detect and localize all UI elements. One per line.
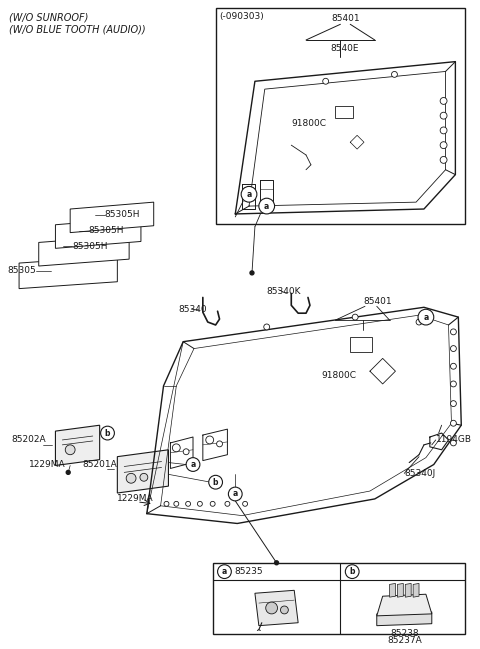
Circle shape xyxy=(450,363,456,369)
Circle shape xyxy=(440,97,447,104)
Circle shape xyxy=(217,565,231,578)
Circle shape xyxy=(140,473,148,481)
Circle shape xyxy=(280,606,288,614)
Text: 85401: 85401 xyxy=(331,14,360,23)
Circle shape xyxy=(209,475,223,489)
Text: b: b xyxy=(105,428,110,437)
Bar xyxy=(350,337,372,352)
Circle shape xyxy=(225,502,230,506)
Circle shape xyxy=(440,112,447,119)
Circle shape xyxy=(450,400,456,406)
Text: a: a xyxy=(246,190,252,199)
Polygon shape xyxy=(39,236,129,266)
Text: 85238: 85238 xyxy=(390,629,419,637)
Circle shape xyxy=(450,421,456,426)
Polygon shape xyxy=(117,450,168,493)
Text: 1229MA: 1229MA xyxy=(29,459,66,469)
Circle shape xyxy=(275,561,278,565)
Circle shape xyxy=(172,444,180,452)
Circle shape xyxy=(440,156,447,164)
Circle shape xyxy=(418,310,434,325)
Text: 85401: 85401 xyxy=(363,297,392,306)
Text: 91800C: 91800C xyxy=(322,371,357,380)
Bar xyxy=(216,8,465,224)
Text: 85305H: 85305H xyxy=(105,210,140,219)
Circle shape xyxy=(126,473,136,484)
Polygon shape xyxy=(390,583,396,597)
Text: 85340J: 85340J xyxy=(404,469,435,478)
Circle shape xyxy=(186,502,191,506)
Text: 8540E: 8540E xyxy=(331,44,359,53)
Text: (-090303): (-090303) xyxy=(219,12,264,21)
Circle shape xyxy=(352,314,358,320)
Circle shape xyxy=(228,487,242,501)
Circle shape xyxy=(210,502,215,506)
Text: 1194GB: 1194GB xyxy=(436,435,472,444)
Text: (W/O SUNROOF): (W/O SUNROOF) xyxy=(9,12,89,23)
Text: 85305: 85305 xyxy=(7,267,36,275)
Text: a: a xyxy=(423,313,429,322)
Text: b: b xyxy=(213,478,218,487)
Text: 85202A: 85202A xyxy=(11,435,46,445)
Polygon shape xyxy=(255,591,298,626)
Circle shape xyxy=(197,502,203,506)
Circle shape xyxy=(450,329,456,335)
Text: 85305H: 85305H xyxy=(89,226,124,235)
Text: a: a xyxy=(264,202,269,210)
Polygon shape xyxy=(377,594,432,616)
Text: 85235: 85235 xyxy=(234,567,263,576)
Text: a: a xyxy=(191,460,196,469)
Circle shape xyxy=(266,602,277,614)
Circle shape xyxy=(440,141,447,149)
Text: b: b xyxy=(349,567,355,576)
Circle shape xyxy=(450,381,456,387)
Bar xyxy=(336,106,353,117)
Circle shape xyxy=(416,319,422,325)
Circle shape xyxy=(206,436,214,444)
Circle shape xyxy=(259,198,275,214)
Polygon shape xyxy=(405,583,411,597)
Text: a: a xyxy=(233,489,238,498)
Circle shape xyxy=(250,271,254,275)
Bar xyxy=(213,563,465,633)
Circle shape xyxy=(216,441,223,447)
Circle shape xyxy=(101,426,114,440)
Circle shape xyxy=(164,502,169,506)
Circle shape xyxy=(65,445,75,455)
Circle shape xyxy=(450,346,456,352)
Text: 85340: 85340 xyxy=(178,305,207,314)
Circle shape xyxy=(440,127,447,134)
Polygon shape xyxy=(397,583,403,597)
Circle shape xyxy=(450,440,456,446)
Circle shape xyxy=(345,565,359,578)
Polygon shape xyxy=(55,218,141,249)
Circle shape xyxy=(264,324,270,330)
Circle shape xyxy=(392,71,397,77)
Text: 85237A: 85237A xyxy=(387,637,421,646)
Polygon shape xyxy=(377,612,432,626)
Text: 85201A: 85201A xyxy=(82,460,117,469)
Text: a: a xyxy=(222,567,227,576)
Polygon shape xyxy=(55,425,100,465)
Text: 1229MA: 1229MA xyxy=(117,494,154,503)
Circle shape xyxy=(241,186,257,202)
Circle shape xyxy=(66,471,70,474)
Text: 85340K: 85340K xyxy=(267,287,301,296)
Text: (W/O BLUE TOOTH (AUDIO)): (W/O BLUE TOOTH (AUDIO)) xyxy=(9,24,146,34)
Circle shape xyxy=(323,79,329,84)
Circle shape xyxy=(242,502,248,506)
Circle shape xyxy=(183,449,189,455)
Polygon shape xyxy=(70,202,154,232)
Text: 91800C: 91800C xyxy=(291,119,326,128)
Circle shape xyxy=(174,502,179,506)
Circle shape xyxy=(186,458,200,471)
Polygon shape xyxy=(413,583,419,597)
Text: 85305H: 85305H xyxy=(72,242,108,251)
Polygon shape xyxy=(19,256,117,289)
